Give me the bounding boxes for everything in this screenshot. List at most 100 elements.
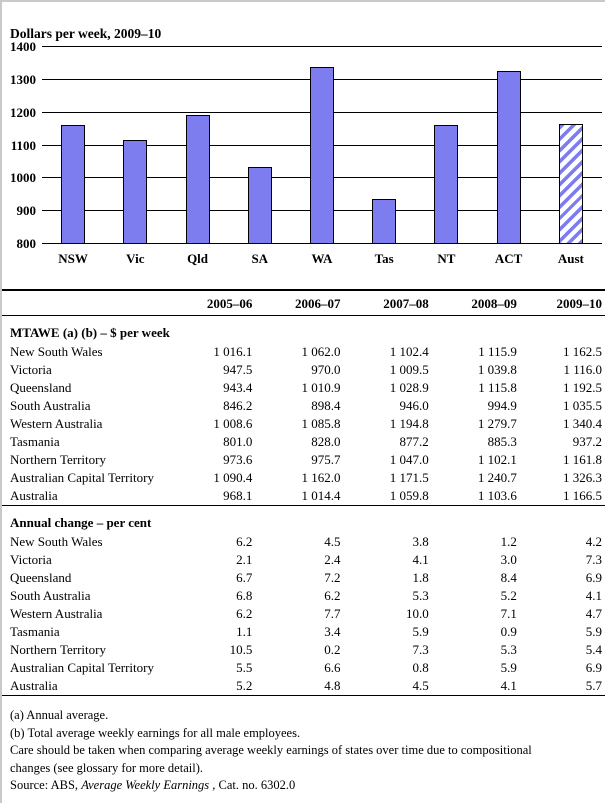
source-prefix: Source: ABS, [10,778,82,792]
x-axis-label-tas: Tas [374,251,394,266]
cell-value: 6.6 [324,660,341,675]
row-label: Northern Territory [10,642,106,657]
cell-value: 0.8 [412,660,429,675]
row-label: New South Wales [10,344,103,359]
cell-value: 7.1 [500,606,517,621]
cell-value: 975.7 [311,452,341,467]
row-label: Tasmania [10,434,60,449]
bar-slot [229,47,291,244]
x-axis-label-vic: Vic [126,251,145,266]
row-label: Australia [10,488,58,503]
cell-value: 1 326.3 [563,470,602,485]
cell-value: 6.2 [236,534,253,549]
cell-value: 10.5 [229,642,253,657]
cell-value: 877.2 [399,434,429,449]
y-axis-tick-label: 900 [16,203,37,219]
cell-value: 947.5 [223,362,253,377]
footnotes: (a) Annual average. (b) Total average wee… [10,707,597,795]
bar-sa [247,166,272,244]
cell-value: 7.2 [324,570,341,585]
cell-value: 1 116.0 [563,362,602,377]
cell-value: 5.9 [412,624,429,639]
source-suffix: , Cat. no. 6302.0 [209,778,296,792]
cell-value: 5.2 [500,588,517,603]
source-line: Source: ABS, Average Weekly Earnings , C… [10,777,597,795]
cell-value: 1 059.8 [389,488,429,503]
table-row: Queensland 943.4 1 010.9 1 028.9 1 115.8 1 19… [2,379,605,397]
cell-value: 1 279.7 [477,416,517,431]
bar-slot [166,47,228,244]
cell-value: 3.8 [412,534,429,549]
cell-value: 6.9 [585,660,602,675]
section-header-row: MTAWE (a) (b) – $ per week [2,316,605,344]
x-axis-label-sa: SA [251,251,269,266]
cell-value: 6.2 [324,588,341,603]
cell-value: 1 171.5 [389,470,429,485]
column-header: 2007–08 [383,296,429,311]
cell-value: 5.9 [500,660,517,675]
table-head: 2005–06 2006–07 2007–08 2008–09 2009–10 [2,290,605,316]
cell-value: 1 240.7 [477,470,517,485]
cell-value: 943.4 [223,380,253,395]
cell-value: 1 009.5 [389,362,429,377]
cell-value: 1.8 [412,570,429,585]
table-row: Australia 968.1 1 014.4 1 059.8 1 103.6 1 166… [2,487,605,506]
cell-value: 3.0 [500,552,517,567]
cell-value: 1 039.8 [477,362,517,377]
bar-slot [104,47,166,244]
cell-value: 1 047.0 [389,452,429,467]
cell-value: 1 010.9 [301,380,341,395]
cell-value: 2.4 [324,552,341,567]
table-row: Australian Capital Territory 1 090.4 1 162… [2,469,605,487]
cell-value: 1 340.4 [563,416,602,431]
column-header: 2005–06 [206,296,253,311]
gridline [42,46,602,47]
bar-slot [478,47,540,244]
cell-value: 4.5 [412,678,429,693]
cell-value: 3.4 [324,624,341,639]
cell-value: 973.6 [223,452,253,467]
bar-slot [42,47,104,244]
cell-value: 5.9 [585,624,602,639]
cell-value: 5.7 [585,678,602,693]
row-label: South Australia [10,398,91,413]
cell-value: 1.2 [500,534,517,549]
table-row: Victoria 2.1 2.4 4.1 3.0 7.3 [2,551,605,569]
cell-value: 801.0 [223,434,253,449]
row-label: Tasmania [10,624,60,639]
cell-value: 4.7 [585,606,602,621]
y-axis-tick-label: 1000 [10,170,36,186]
row-label: Australian Capital Territory [10,660,154,675]
table-row: Western Australia 6.2 7.7 10.0 7.1 4.7 [2,605,605,623]
cell-value: 828.0 [311,434,341,449]
row-label: South Australia [10,588,91,603]
cell-value: 1 194.8 [389,416,429,431]
x-axis-label-act: ACT [494,251,523,266]
table-row: South Australia 6.8 6.2 5.3 5.2 4.1 [2,587,605,605]
table-header-empty-cell [2,290,164,316]
y-axis-tick-label: 1300 [10,71,36,87]
cell-value: 946.0 [399,398,429,413]
row-label: New South Wales [10,534,103,549]
row-label: Australia [10,678,58,693]
x-axis-label-nsw: NSW [58,251,88,266]
row-label: Western Australia [10,606,103,621]
cell-value: 5.5 [236,660,253,675]
column-header: 2008–09 [471,296,517,311]
cell-value: 10.0 [405,606,429,621]
cell-value: 4.2 [585,534,602,549]
y-axis-tick-label: 1100 [10,137,36,153]
cell-value: 1 028.9 [389,380,429,395]
cell-value: 4.1 [412,552,429,567]
cell-value: 7.3 [412,642,429,657]
cell-value: 5.4 [585,642,602,657]
section-header-label: MTAWE (a) (b) – $ per week [10,325,170,340]
cell-value: 4.1 [500,678,517,693]
cell-value: 937.2 [572,434,602,449]
cell-value: 4.1 [585,588,602,603]
bar-aust [558,123,583,244]
cell-value: 0.9 [500,624,517,639]
footnote-line: Care should be taken when comparing aver… [10,743,532,757]
x-axis-label-qld: Qld [187,251,209,266]
